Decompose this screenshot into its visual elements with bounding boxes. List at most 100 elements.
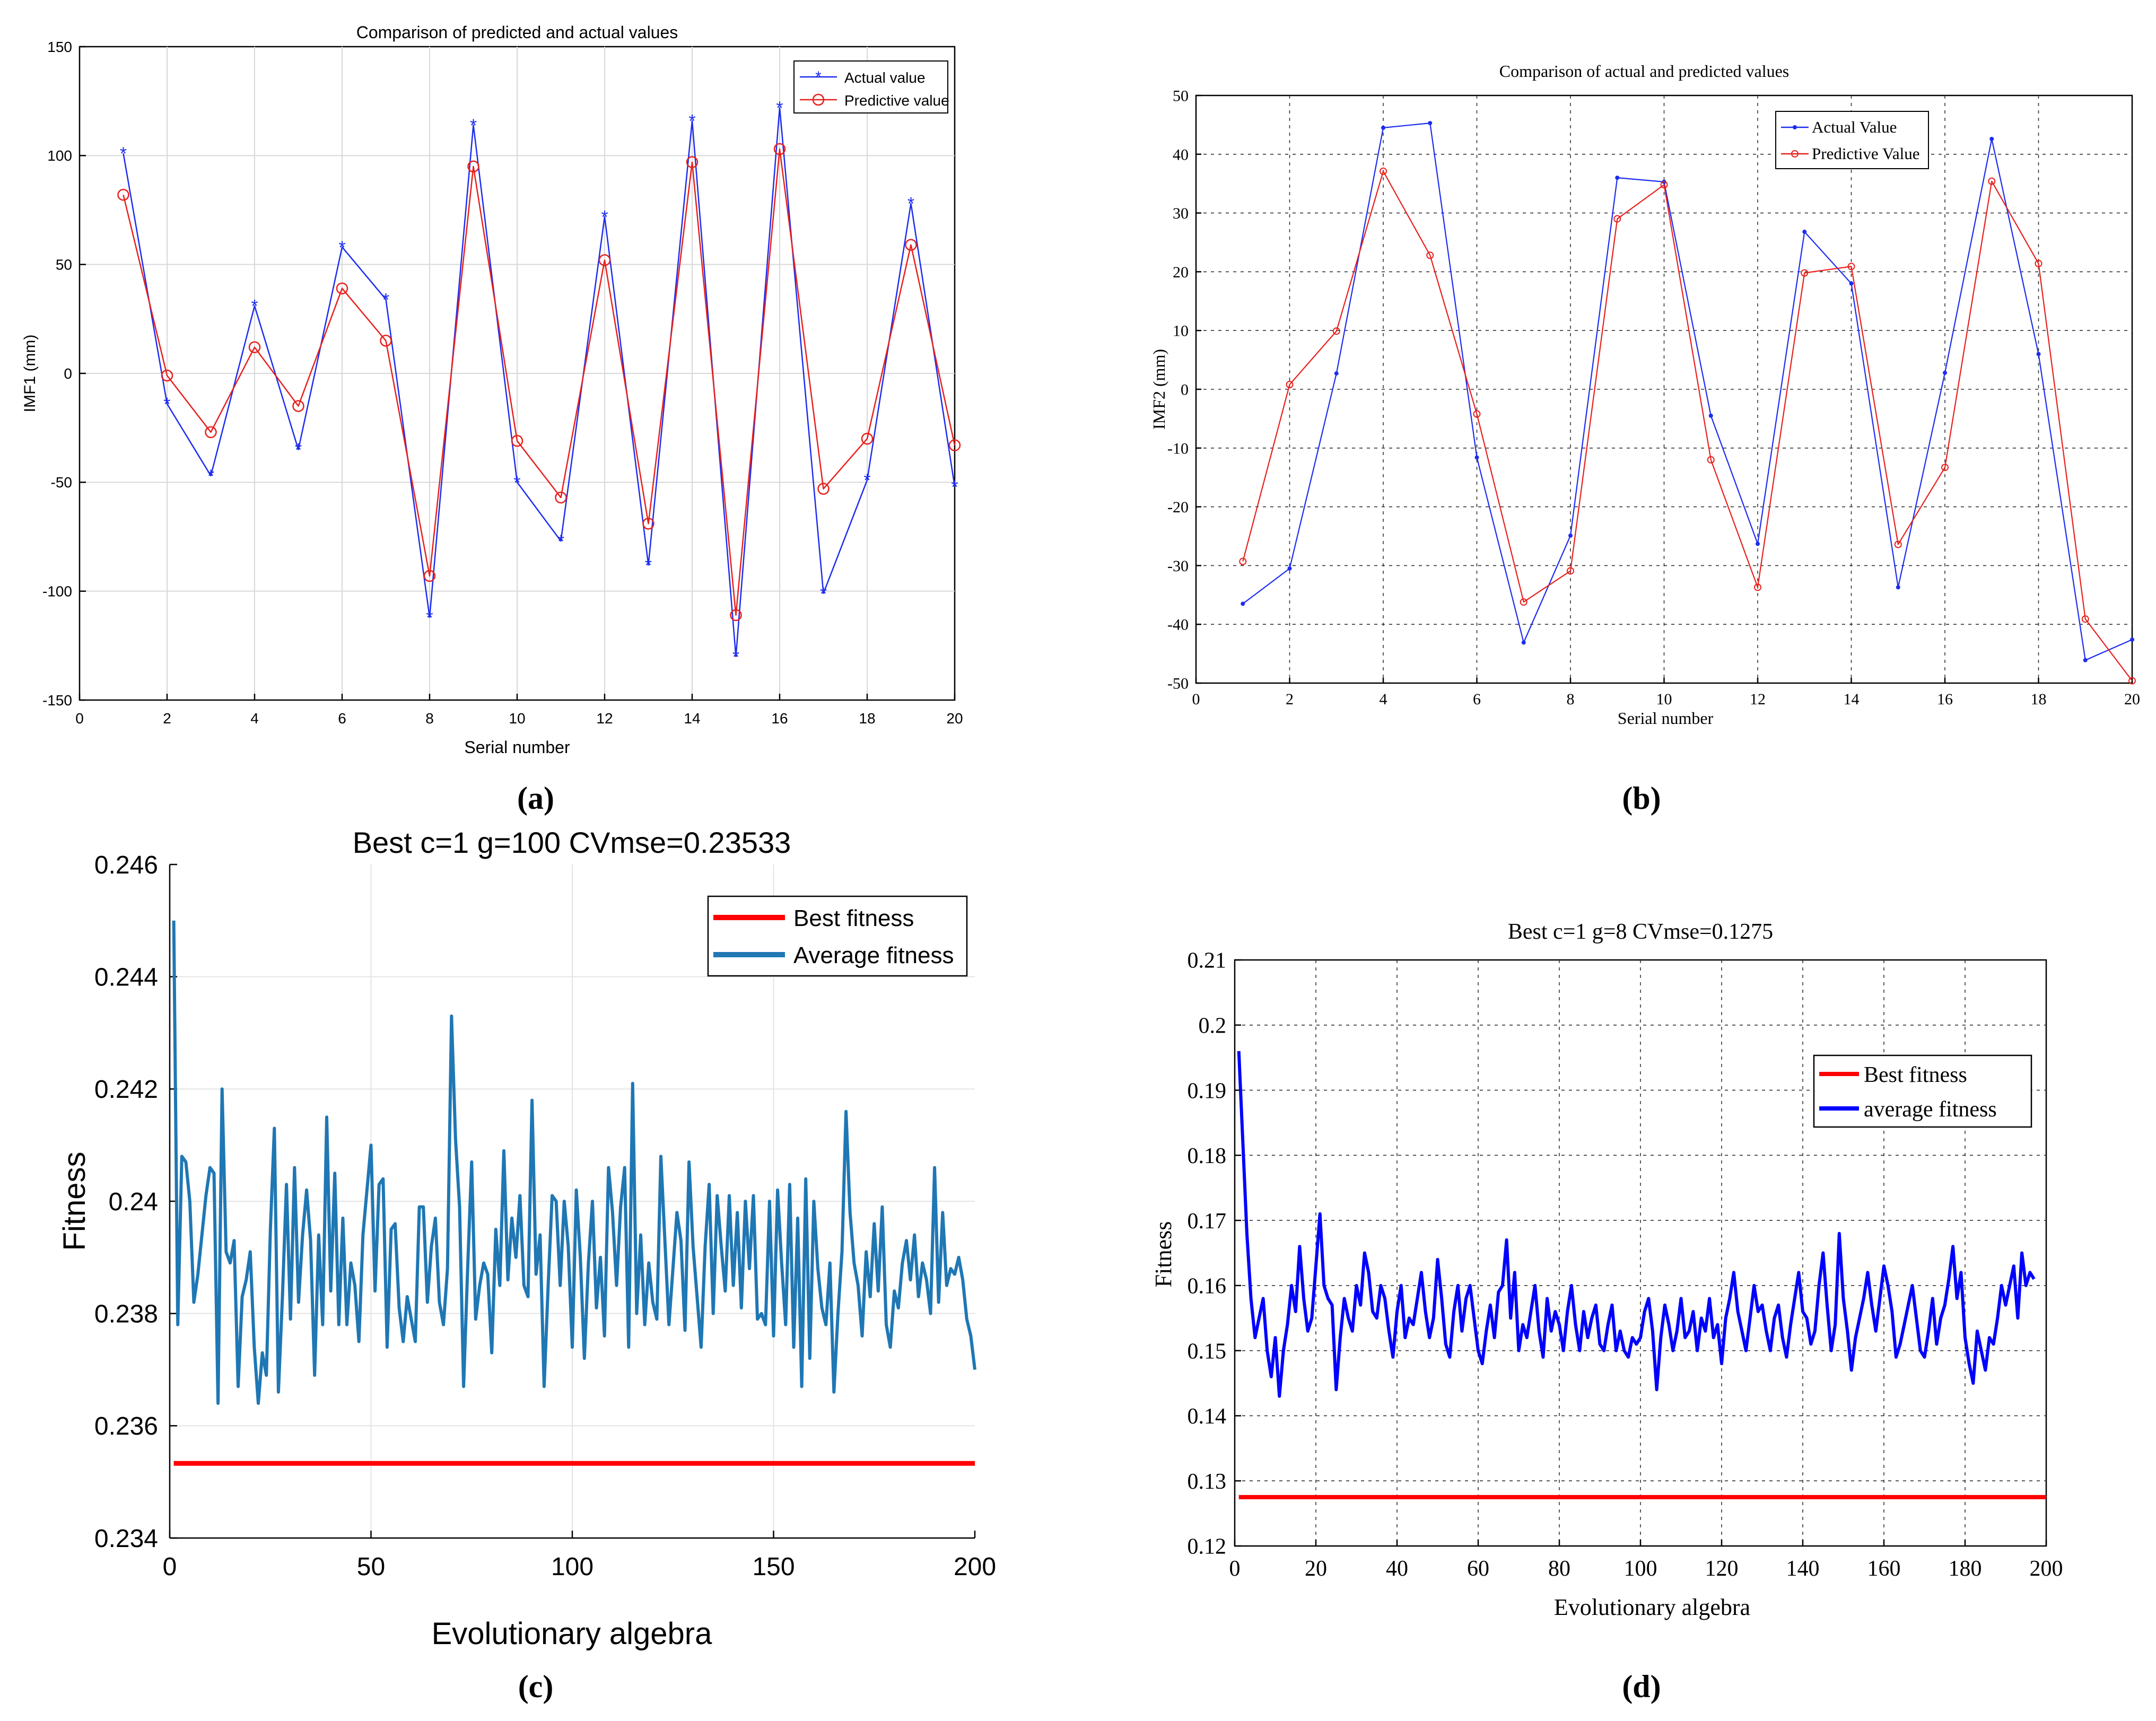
panel-b-legend-actual: Actual Value (1812, 118, 1897, 136)
panel-b-predictive-point (2035, 259, 2042, 267)
panel-a-predictive-point (948, 439, 961, 451)
panel-a-actual-point: * (907, 194, 914, 214)
panel-b-predictive-point (1473, 410, 1481, 418)
panel-a-grid (80, 47, 955, 700)
panel-d-xlabel: Evolutionary algebra (1554, 1594, 1750, 1620)
panel-c-grid (170, 864, 975, 1538)
panel-a-xtick-label: 6 (338, 710, 346, 727)
panel-c-chart: 0 50 100 150 200 0.234 0.236 0.238 0.24 0.242 0.24… (57, 826, 996, 1651)
panel-b-series (1239, 121, 2136, 685)
panel-a-actual-point: * (776, 98, 783, 118)
panel-b-legend: Actual Value Predictive Value (1775, 111, 1929, 169)
panel-b-predictive-point (1286, 381, 1294, 389)
panel-b-predictive-point (1707, 456, 1715, 464)
panel-c-xtick-label: 50 (357, 1553, 385, 1581)
panel-b-predictive-point (1894, 540, 1902, 548)
panel-a-ytick-label: 50 (56, 256, 72, 273)
panel-b-xtick-label: 16 (1937, 691, 1953, 708)
panel-b-predictive-line (1242, 170, 2133, 682)
panel-c-xtick-label: 200 (954, 1553, 996, 1581)
panel-d-xtick-label: 120 (1705, 1557, 1739, 1581)
panel-b-actual-point (2083, 658, 2088, 662)
panel-a-actual-point: * (863, 470, 870, 491)
panel-b-actual-point (1708, 413, 1713, 418)
panel-a-actual-point: * (557, 531, 564, 552)
panel-a-xtick-label: 18 (859, 710, 875, 727)
panel-a-predictive-point (336, 282, 348, 295)
panel-c-axis-ticks: 0 50 100 150 200 0.234 0.236 0.238 0.24 0.242 0.24… (94, 851, 996, 1581)
panel-d-ylabel: Fitness (1150, 1221, 1176, 1288)
panel-b-predictive-point (1988, 177, 1996, 185)
panel-a-xtick-label: 4 (250, 710, 259, 727)
panel-d-legend-average: average fitness (1864, 1097, 1997, 1122)
panel-a-xtick-label: 16 (771, 710, 788, 727)
panel-b-ytick-label: 10 (1173, 322, 1189, 340)
panel-b-xtick-label: 6 (1473, 691, 1481, 708)
panel-d-ytick-label: 0.19 (1188, 1079, 1227, 1103)
panel-d-title: Best c=1 g=8 CVmse=0.1275 (1508, 920, 1773, 944)
panel-b-predictive-point (1426, 251, 1434, 259)
panel-b-ytick-label: -10 (1167, 440, 1189, 457)
panel-a-predictive-point (467, 160, 479, 173)
panel-b-predictive-point (1520, 598, 1527, 606)
panel-a-actual-point: * (295, 440, 302, 460)
panel-b-actual-point (2130, 637, 2134, 642)
panel-b-predictive-point (1847, 263, 1855, 270)
panel-b-label: (b) (1622, 781, 1661, 816)
panel-b-predictive-point (1380, 167, 1387, 175)
panel-a-predictive-point (205, 426, 217, 439)
panel-a-predictive-point (817, 483, 830, 495)
panel-d-xtick-label: 200 (2030, 1557, 2063, 1581)
panel-a-actual-point: * (382, 290, 389, 310)
panel-b-chart: 0 2 4 6 8 10 12 14 16 18 20 -50 -40 -30 -20 -10 0 10 20 30 4… (1149, 62, 2140, 728)
panel-b-actual-point (1568, 533, 1573, 538)
panel-b-xtick-label: 10 (1656, 691, 1672, 708)
panel-a-title: Comparison of predicted and actual value… (356, 23, 678, 42)
panel-d-xtick-label: 60 (1467, 1557, 1489, 1581)
panel-a-actual-point: * (513, 473, 520, 493)
panel-d-xtick-label: 140 (1786, 1557, 1820, 1581)
panel-b-ytick-label: -50 (1167, 675, 1189, 693)
panel-b-predictive-point (1239, 557, 1247, 565)
panel-a-legend-actual: Actual value (844, 69, 926, 86)
panel-a-legend-predictive: Predictive value (844, 92, 949, 109)
panel-b-actual-point (1756, 541, 1760, 546)
panel-a-actual-line (123, 107, 956, 658)
panel-c-ylabel: Fitness (57, 1152, 92, 1251)
panel-a-ytick-label: 100 (47, 147, 72, 164)
panel-a-actual-point: * (645, 555, 652, 575)
panel-c-ytick-label: 0.234 (94, 1525, 158, 1553)
panel-b-actual-point (1241, 601, 1245, 606)
panel-a-actual-point: * (207, 466, 214, 486)
panel-b-ytick-label: 20 (1173, 264, 1189, 281)
panel-b-actual-point (1849, 281, 1854, 286)
panel-b-xtick-label: 12 (1750, 691, 1766, 708)
panel-a-predictive-line (123, 148, 956, 616)
panel-a-legend: * Actual value Predictive value (793, 60, 949, 113)
panel-d-ytick-label: 0.18 (1188, 1144, 1227, 1168)
panel-d-ytick-label: 0.17 (1188, 1209, 1227, 1234)
panel-b-predictive-point (1567, 567, 1574, 575)
panel-b-actual-point (1615, 176, 1620, 180)
panel-c-xlabel: Evolutionary algebra (432, 1617, 713, 1651)
panel-d-average-fitness-line (1237, 1051, 2036, 1398)
panel-a-predictive-point (380, 335, 392, 347)
panel-b-ytick-label: 0 (1181, 381, 1189, 399)
panel-a-actual-point: * (120, 144, 127, 164)
panel-a-predictive-point (686, 156, 699, 168)
panel-c-xtick-label: 0 (163, 1553, 177, 1581)
panel-a-predictive-point (773, 143, 786, 155)
panel-c-legend-average: Average fitness (793, 942, 954, 968)
panel-b-marker-circle-sample (1791, 150, 1799, 158)
panel-a-predictive-point (555, 491, 567, 504)
panel-b-xtick-label: 20 (2124, 691, 2140, 708)
panel-b-actual-point (2036, 352, 2041, 356)
panel-b-predictive-point (2081, 615, 2089, 623)
panel-a-actual-point: * (820, 584, 827, 604)
panel-b-xtick-label: 4 (1380, 691, 1387, 708)
panel-b-xtick-label: 18 (2031, 691, 2047, 708)
panel-a-predictive-point (642, 518, 654, 530)
panel-b-predictive-point (1613, 215, 1621, 223)
panel-a-actual-point: * (426, 608, 433, 628)
